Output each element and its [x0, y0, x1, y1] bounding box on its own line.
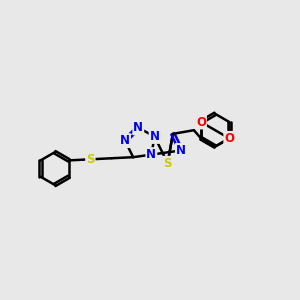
- Text: N: N: [150, 130, 160, 143]
- Text: S: S: [164, 157, 172, 170]
- Text: N: N: [146, 148, 156, 161]
- Text: O: O: [224, 132, 234, 145]
- Text: N: N: [120, 134, 130, 147]
- Text: N: N: [176, 144, 186, 157]
- Text: S: S: [86, 153, 94, 166]
- Text: O: O: [196, 116, 206, 128]
- Text: N: N: [133, 121, 143, 134]
